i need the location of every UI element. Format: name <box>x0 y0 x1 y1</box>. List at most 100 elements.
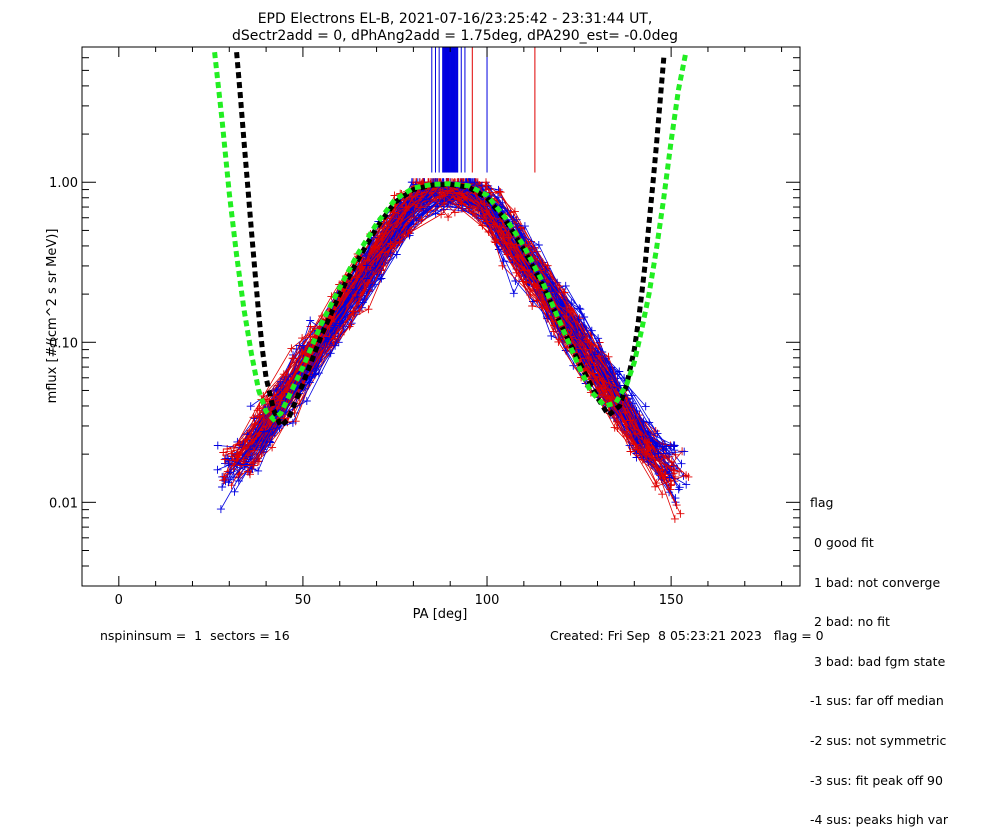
flag-legend: flag 0 good fit 1 bad: not converge 2 ba… <box>810 470 948 840</box>
blue-series-point <box>363 274 372 283</box>
red-series-point <box>504 233 513 242</box>
blue-series-point <box>561 281 570 290</box>
red-series-line <box>234 181 663 470</box>
x-tick-label: 50 <box>295 593 312 608</box>
red-series-point <box>647 452 656 461</box>
red-series-point <box>497 227 506 235</box>
blue-series-point <box>213 465 222 474</box>
red-series-point <box>306 333 315 342</box>
blue-series-line <box>217 188 670 471</box>
red-series-point <box>233 453 242 462</box>
blue-series-point <box>628 399 637 408</box>
legend-item: 2 bad: no fit <box>810 614 890 630</box>
blue-series-point <box>677 459 686 468</box>
red-series-point <box>243 467 252 476</box>
red-series-point <box>599 376 607 385</box>
red-series-point <box>583 335 592 344</box>
red-series-point <box>437 210 446 219</box>
red-series-point <box>670 514 679 523</box>
red-series-point <box>482 178 490 187</box>
blue-series-line <box>247 181 678 470</box>
red-series-line <box>227 181 673 475</box>
blue-series-point <box>242 460 251 469</box>
red-series-point <box>220 475 229 484</box>
red-series-line <box>239 190 671 479</box>
red-series-point <box>438 188 447 197</box>
legend-item: 0 good fit <box>810 535 874 550</box>
blue-series-point <box>675 483 684 492</box>
blue-series-point <box>575 304 584 313</box>
legend-title: flag <box>810 495 834 511</box>
red-series-line <box>224 187 651 464</box>
red-series-point <box>329 334 338 343</box>
red-series-point <box>528 302 537 310</box>
red-series-line <box>237 194 665 477</box>
blue-series-line <box>257 181 652 453</box>
red-series-point <box>482 207 491 215</box>
blue-series-line <box>229 189 658 466</box>
blue-series-point <box>254 466 263 475</box>
blue-series-point <box>665 450 674 458</box>
blue-series-line <box>225 187 685 470</box>
blue-series-point <box>641 402 650 411</box>
blue-series-point <box>682 480 691 489</box>
legend-item: -1 sus: far off median <box>810 693 944 709</box>
footer-left: nspininsum = 1 sectors = 16 <box>100 628 290 643</box>
red-series-point <box>370 242 379 251</box>
red-series-point <box>631 429 639 438</box>
red-series-line <box>242 181 683 484</box>
blue-series-point <box>260 427 269 436</box>
blue-series-point <box>680 447 689 456</box>
blue-series-point <box>213 441 222 450</box>
red-series-point <box>482 217 491 226</box>
blue-series-point <box>639 432 648 441</box>
red-series-line <box>257 181 656 444</box>
red-series-line <box>243 181 665 479</box>
blue-series-point <box>335 319 344 328</box>
blue-series-line <box>248 181 670 478</box>
blue-series-point <box>547 331 556 340</box>
red-series-point <box>395 238 404 246</box>
red-series-point <box>520 266 529 275</box>
blue-series-point <box>499 257 508 266</box>
red-series-line <box>238 181 671 490</box>
blue-series-line <box>229 181 659 473</box>
blue-series-point <box>326 349 335 358</box>
red-series-point <box>277 392 286 400</box>
red-series-point <box>444 213 453 222</box>
red-series-point <box>436 189 445 198</box>
red-series-point <box>298 334 307 343</box>
blue-series-point <box>306 316 315 325</box>
blue-series-point <box>567 299 576 308</box>
red-series-point <box>566 306 575 315</box>
blue-series-point <box>377 274 386 283</box>
red-series-point <box>220 455 229 464</box>
x-tick-label: 100 <box>475 593 500 608</box>
red-series-point <box>482 181 491 190</box>
blue-series-point <box>224 459 233 468</box>
red-series-line <box>232 181 662 457</box>
red-series-point <box>533 247 541 256</box>
red-series-line <box>239 181 668 469</box>
red-series-point <box>633 445 642 454</box>
red-series-point <box>661 470 670 479</box>
blue-series-point <box>609 414 618 422</box>
red-series-point <box>389 208 398 217</box>
red-series-point <box>512 268 521 277</box>
red-series-point <box>536 266 545 275</box>
red-series-point <box>349 310 358 319</box>
blue-series-point <box>587 326 596 335</box>
y-tick-label: 0.01 <box>49 496 78 511</box>
blue-series-point <box>362 261 371 270</box>
blue-series-point <box>284 372 293 381</box>
red-series-point <box>440 199 449 208</box>
red-series-point <box>613 424 622 432</box>
red-series-point <box>249 446 258 455</box>
x-axis-label: PA [deg] <box>413 607 468 622</box>
red-series-point <box>622 432 631 440</box>
red-series-point <box>496 188 505 197</box>
red-series-point <box>526 291 535 299</box>
red-series-point <box>248 450 257 459</box>
blue-series-point <box>534 241 543 249</box>
plot-frame <box>81 46 801 587</box>
